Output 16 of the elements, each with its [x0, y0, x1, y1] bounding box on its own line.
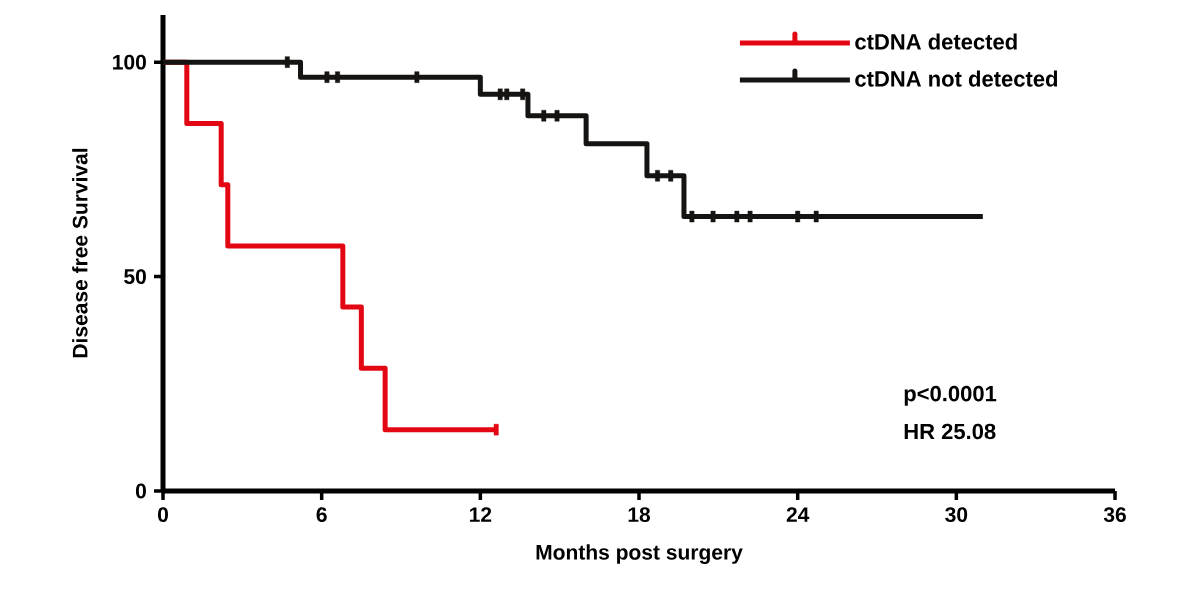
- x-tick-label: 0: [158, 507, 168, 523]
- x-tick-label: 18: [628, 507, 651, 523]
- x-tick-label: 6: [316, 507, 327, 523]
- y-tick-label: 0: [135, 483, 146, 499]
- y-axis-title: Disease free Survival: [72, 148, 88, 358]
- legend-label: ctDNA not detected: [855, 70, 1058, 87]
- x-tick-label: 24: [786, 507, 810, 522]
- x-tick-label: 36: [1103, 507, 1126, 523]
- x-tick-label: 12: [469, 507, 492, 522]
- annotation: p<0.0001: [904, 385, 997, 406]
- x-axis-title: Months post surgery: [536, 544, 743, 564]
- x-tick-label: 30: [945, 507, 968, 523]
- annotation: HR 25.08: [904, 423, 996, 440]
- y-tick-label: 100: [113, 54, 146, 70]
- y-tick-label: 50: [124, 269, 146, 284]
- legend-label: ctDNA detected: [855, 33, 1017, 50]
